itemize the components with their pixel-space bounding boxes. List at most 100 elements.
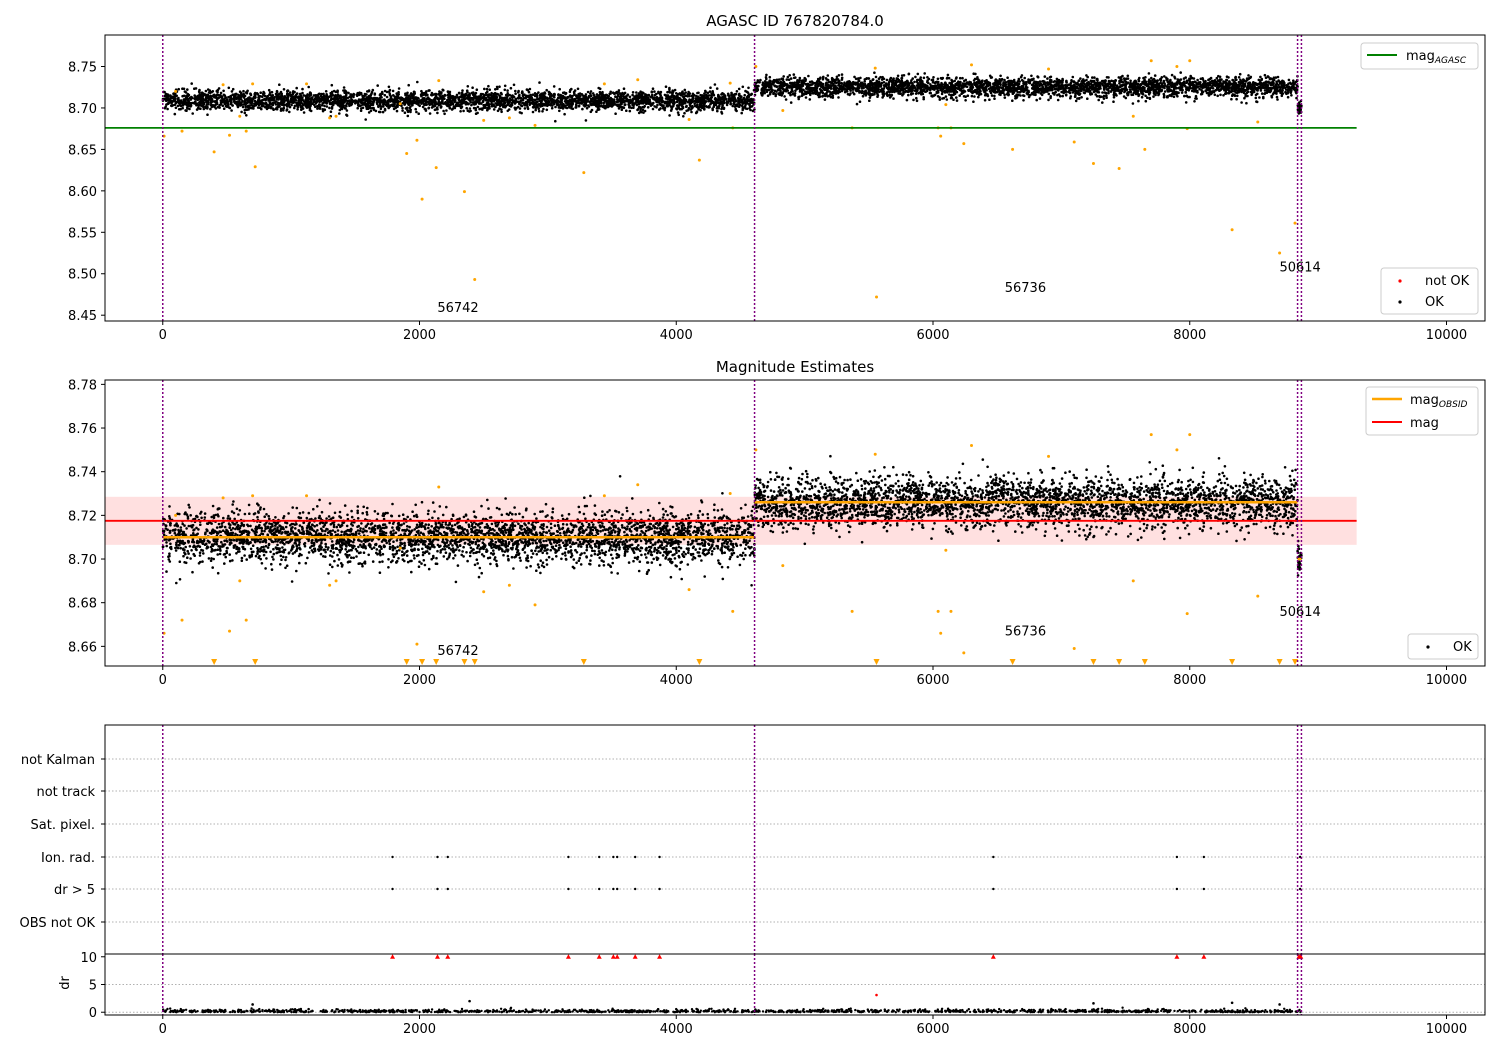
ok-point xyxy=(1270,94,1273,98)
ok-point xyxy=(193,102,196,105)
ok-point xyxy=(521,101,524,105)
ok-point xyxy=(609,90,612,94)
ok-point xyxy=(556,103,560,107)
ok-point xyxy=(479,93,483,97)
ok-point xyxy=(474,112,478,115)
ok-point xyxy=(298,102,302,105)
ok-point xyxy=(479,98,482,101)
ok-point xyxy=(557,93,560,96)
ok-point xyxy=(747,86,750,90)
ok-point xyxy=(443,97,446,100)
ok-point xyxy=(325,105,329,108)
ok-point xyxy=(354,99,358,103)
ok-point xyxy=(556,100,559,104)
ok-point xyxy=(460,91,464,95)
ok-point xyxy=(716,101,719,104)
ok-point xyxy=(495,85,499,89)
ok-point xyxy=(436,108,439,111)
ok-point xyxy=(589,92,592,95)
ok-point xyxy=(733,94,736,98)
ok-point xyxy=(598,93,602,96)
ok-point xyxy=(427,106,431,110)
ok-point xyxy=(352,92,355,96)
ok-point xyxy=(248,104,251,107)
ok-point xyxy=(370,92,373,95)
ok-point xyxy=(577,104,581,107)
ok-point xyxy=(186,102,189,106)
ok-point xyxy=(286,89,290,92)
ok-point xyxy=(293,96,296,99)
ok-point xyxy=(335,100,339,103)
ok-point xyxy=(581,107,584,111)
ok-point xyxy=(592,94,596,97)
ok-point xyxy=(619,92,622,95)
ok-point xyxy=(743,93,746,97)
ok-point xyxy=(596,108,600,111)
ok-point xyxy=(171,104,175,107)
ok-point xyxy=(309,104,312,108)
ok-point xyxy=(568,99,571,103)
ok-point xyxy=(606,104,610,108)
ok-point xyxy=(717,106,720,110)
ok-point xyxy=(376,84,380,87)
ok-point xyxy=(498,85,501,88)
ok-point xyxy=(1185,80,1188,84)
ok-point xyxy=(218,106,221,109)
ok-point xyxy=(501,104,505,107)
ok-point xyxy=(600,104,603,108)
ok-point xyxy=(522,96,525,100)
ok-point xyxy=(381,110,385,114)
ok-point xyxy=(666,104,669,108)
ok-point xyxy=(333,101,336,105)
ok-point xyxy=(571,103,574,106)
ok-point xyxy=(364,118,368,121)
ok-point xyxy=(359,91,363,95)
ok-point xyxy=(574,106,577,109)
ok-point xyxy=(1245,101,1248,105)
ok-point xyxy=(166,102,170,105)
ok-point xyxy=(383,93,387,97)
ok-point xyxy=(278,102,282,106)
ok-point xyxy=(896,74,900,78)
ok-point xyxy=(528,87,532,91)
ok-point xyxy=(742,96,746,100)
ok-point xyxy=(541,110,544,113)
ok-point xyxy=(1254,96,1258,100)
ok-point xyxy=(470,103,473,107)
ok-point xyxy=(710,99,714,103)
ok-point xyxy=(697,91,700,95)
ok-point xyxy=(1289,81,1292,85)
ok-point xyxy=(576,87,580,91)
ok-point xyxy=(737,97,740,101)
ok-point xyxy=(212,94,215,97)
ok-point xyxy=(669,105,673,108)
ok-point xyxy=(342,105,345,108)
ok-point xyxy=(627,101,630,104)
ok-point xyxy=(631,97,635,101)
ok-point xyxy=(247,100,251,104)
ok-point xyxy=(613,92,616,96)
ok-point xyxy=(291,90,295,93)
ok-point xyxy=(1172,95,1176,99)
ok-point xyxy=(397,90,400,94)
ok-point xyxy=(517,91,520,94)
ok-point xyxy=(458,91,461,95)
ok-point xyxy=(434,100,437,104)
ok-point xyxy=(415,102,419,105)
ok-point xyxy=(174,101,178,105)
ok-point xyxy=(418,104,422,108)
ok-point xyxy=(424,107,427,111)
ok-point xyxy=(234,93,237,97)
ok-point xyxy=(1183,94,1186,98)
ok-point xyxy=(198,91,201,94)
ok-point xyxy=(1121,74,1124,78)
ok-point xyxy=(608,92,611,96)
ok-point xyxy=(409,108,413,112)
ok-point xyxy=(333,97,337,100)
ok-point xyxy=(673,88,677,92)
ok-point xyxy=(214,107,218,110)
ok-point xyxy=(521,90,524,93)
ok-point xyxy=(538,99,541,103)
ok-point xyxy=(349,93,353,96)
ok-point xyxy=(487,84,490,88)
